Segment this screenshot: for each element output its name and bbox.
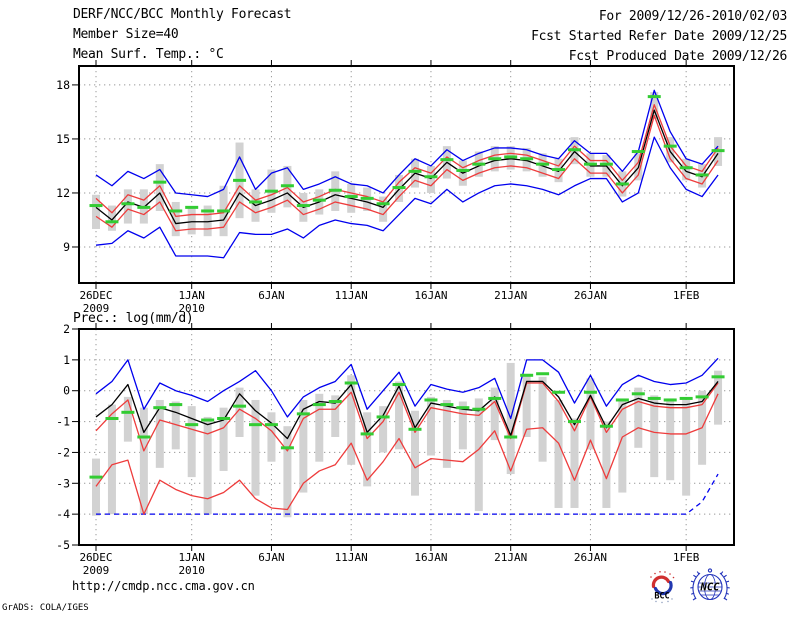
member-size-label: Member Size=40	[73, 27, 179, 42]
bcc-swirl-icon	[651, 575, 673, 596]
forecast-range-label: For 2009/12/26-2010/02/03	[598, 9, 787, 24]
ncc-globe-meridian	[704, 574, 716, 600]
precipitation-x-tick-sublabel: 2009	[83, 564, 110, 577]
bcc-logo-bottom-arc	[651, 598, 673, 604]
precipitation-x-tick-label: 1FEB	[673, 551, 700, 564]
mean-surface-temperature-y-tick-label: 9	[63, 240, 70, 254]
temp-chart-label: Mean Surf. Temp.: °C	[73, 47, 224, 62]
precipitation-lower-spread-line	[95, 393, 719, 515]
mean-surface-temperature-upper-spread-line	[95, 104, 719, 218]
precipitation-y-tick-label: -1	[56, 415, 70, 429]
precipitation-upper-spread-line	[95, 382, 719, 452]
precipitation-x-tick-sublabel: 2010	[178, 564, 205, 577]
mean-surface-temperature-x-tick-label: 1JAN	[178, 289, 205, 302]
bcc-logo-text: BCC	[654, 592, 669, 602]
precipitation-ensemble-max-line	[95, 357, 719, 420]
ncc-laurel-left	[692, 572, 701, 600]
precipitation-x-tick-label: 26JAN	[574, 551, 607, 564]
precipitation-x-tick-label: 6JAN	[258, 551, 285, 564]
mean-surface-temperature-x-tick-label: 26JAN	[574, 289, 607, 302]
mean-surface-temperature-x-tick-sublabel: 2009	[83, 302, 110, 315]
ncc-laurel-leaves-left	[690, 571, 700, 601]
precip-chart-label: Prec.: log(mm/d)	[73, 311, 194, 326]
mean-surface-temperature-x-tick-label: 11JAN	[335, 289, 368, 302]
ncc-logo: NCC	[690, 568, 730, 601]
precipitation-member-spread-bars	[92, 362, 723, 518]
precipitation-ensemble-min-line	[96, 473, 719, 515]
precipitation-y-tick-label: -5	[56, 538, 70, 552]
precipitation-y-tick-label: 1	[63, 353, 70, 367]
mean-surface-temperature-y-tick-label: 15	[56, 132, 70, 146]
mean-surface-temperature-observation-dashes	[89, 95, 725, 224]
forecast-refer-date-label: Fcst Started Refer Date 2009/12/25	[531, 29, 787, 44]
mean-surface-temperature-y-tick-label: 12	[56, 186, 70, 200]
forecast-dates-block: For 2009/12/26-2010/02/03 Fcst Started R…	[531, 7, 787, 67]
ncc-laurel-leaves-right	[720, 571, 730, 601]
mean-surface-temperature-ensemble-min-line	[95, 136, 719, 259]
ncc-laurel-right	[719, 572, 728, 600]
bcc-logo-arc-characters	[650, 571, 675, 579]
ncc-globe-parallels	[698, 582, 722, 596]
mean-surface-temperature-y-tick-label: 18	[56, 78, 70, 92]
bcc-logo-circle	[644, 569, 680, 605]
precipitation-y-tick-label: -3	[56, 476, 70, 490]
grads-credit: GrADS: COLA/IGES	[2, 603, 89, 613]
mean-surface-temperature-x-tick-label: 21JAN	[494, 289, 527, 302]
mean-surface-temperature-x-tick-label: 16JAN	[414, 289, 447, 302]
precipitation-ensemble-mean-line	[95, 380, 719, 440]
mean-surface-temperature-x-tick-label: 26DEC	[79, 289, 112, 302]
precipitation-x-tick-label: 11JAN	[335, 551, 368, 564]
precipitation-y-tick-label: 0	[63, 384, 70, 398]
mean-surface-temperature-ensemble-mean-line	[95, 109, 719, 225]
mean-surface-temperature-frame	[78, 65, 735, 284]
mean-surface-temperature-x-tick-label: 1FEB	[673, 289, 700, 302]
ncc-top-emblem	[707, 568, 713, 573]
page-title: DERF/NCC/BCC Monthly Forecast	[73, 7, 292, 22]
mean-surface-temperature-x-tick-label: 6JAN	[258, 289, 285, 302]
precipitation-x-tick-label: 16JAN	[414, 551, 447, 564]
precipitation-y-tick-label: -2	[56, 445, 70, 459]
precipitation-x-tick-label: 21JAN	[494, 551, 527, 564]
bcc-logo: BCC	[644, 569, 680, 605]
mean-surface-temperature-x-tick-sublabel: 2010	[178, 302, 205, 315]
precipitation-y-tick-label: -4	[56, 507, 70, 521]
source-url: http://cmdp.ncc.cma.gov.cn	[72, 579, 255, 593]
precipitation-y-tick-label: 2	[63, 322, 70, 336]
ncc-logo-text: NCC	[700, 582, 721, 594]
precipitation-observation-dashes	[89, 372, 725, 479]
precipitation-frame	[78, 328, 735, 546]
precipitation-x-tick-label: 1JAN	[178, 551, 205, 564]
forecast-produced-date-label: Fcst Produced Date 2009/12/26	[568, 49, 788, 64]
mean-surface-temperature-ensemble-max-line	[95, 89, 719, 198]
mean-surface-temperature-lower-spread-line	[95, 114, 719, 232]
precipitation-x-tick-label: 26DEC	[79, 551, 112, 564]
